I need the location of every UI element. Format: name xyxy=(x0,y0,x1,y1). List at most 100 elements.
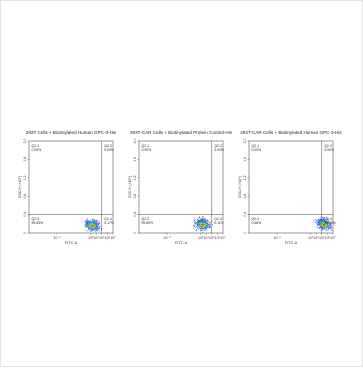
event-dot xyxy=(200,219,202,220)
outlier-dot xyxy=(325,227,327,229)
event-dot xyxy=(84,221,86,223)
outlier-dot xyxy=(89,229,90,231)
outlier-dot xyxy=(324,222,326,223)
event-dot xyxy=(197,222,199,224)
quadrant-percent: 0.00% xyxy=(324,148,334,152)
event-dot xyxy=(317,227,319,228)
outlier-dot xyxy=(88,227,90,229)
event-dot xyxy=(90,228,92,230)
event-dot xyxy=(203,226,205,228)
event-dot xyxy=(196,226,197,228)
event-dot xyxy=(207,220,209,222)
quadrant-percent: 0.58% xyxy=(252,221,262,225)
event-dot xyxy=(198,228,200,230)
event-dot xyxy=(313,221,315,223)
event-dot xyxy=(197,220,199,221)
event-dot xyxy=(206,227,208,229)
event-dot xyxy=(319,227,320,229)
event-dot xyxy=(88,222,90,224)
event-dot xyxy=(93,218,94,220)
event-dot xyxy=(85,222,86,224)
event-dot xyxy=(86,219,88,221)
outlier-dot xyxy=(321,221,322,223)
event-dot xyxy=(207,226,208,228)
event-dot xyxy=(94,223,96,225)
outlier-dot xyxy=(201,229,203,231)
event-dot xyxy=(319,221,320,223)
event-dot xyxy=(207,218,209,220)
event-dot xyxy=(92,228,94,230)
event-dot xyxy=(194,223,196,224)
event-dot xyxy=(90,226,92,228)
quadrant-name: Q2-3 xyxy=(252,217,260,221)
outlier-dot xyxy=(209,224,211,226)
chart-title: 293T-CAR Cells + Biotinylated Human GPC-… xyxy=(240,130,342,135)
event-dot xyxy=(325,222,327,224)
event-dot xyxy=(92,220,94,222)
event-dot xyxy=(86,218,88,219)
event-dot xyxy=(90,227,91,229)
event-dot xyxy=(323,225,325,227)
event-dot xyxy=(93,230,95,231)
quadrant-percent: 0.00% xyxy=(32,148,42,152)
event-dot xyxy=(193,222,195,223)
outlier-dot xyxy=(196,230,197,232)
outlier-dot xyxy=(92,227,93,229)
event-dot xyxy=(206,226,208,228)
outlier-dot xyxy=(202,228,203,229)
event-dot xyxy=(94,219,96,221)
quadrant-percent: 0.00% xyxy=(104,148,114,152)
event-dot xyxy=(94,228,95,230)
event-dot xyxy=(322,226,324,228)
event-dot xyxy=(324,217,326,218)
event-dot xyxy=(97,227,99,229)
event-dot xyxy=(85,219,87,221)
event-dot xyxy=(321,227,323,229)
x-axis-label: FITC-A xyxy=(285,241,298,245)
event-dot xyxy=(93,226,95,228)
event-dot xyxy=(208,227,210,229)
event-dot xyxy=(322,220,324,222)
quadrant-name: Q2-1 xyxy=(32,144,40,148)
event-dot xyxy=(321,219,322,221)
plot-area xyxy=(138,140,224,234)
event-dot xyxy=(93,227,95,228)
event-dot xyxy=(321,223,323,225)
event-dot xyxy=(200,227,202,229)
x-tick-label: 10³ xyxy=(198,236,204,240)
event-dot xyxy=(97,228,99,230)
event-dot xyxy=(194,220,196,221)
event-dot xyxy=(199,222,201,224)
event-dot xyxy=(317,223,319,225)
x-tick-label: 10⁶ xyxy=(325,236,331,240)
event-dot xyxy=(198,227,200,228)
event-dot xyxy=(198,222,200,224)
quadrant-name: Q2-2 xyxy=(214,144,222,148)
event-dot xyxy=(203,222,205,224)
y-axis-label: SSC-H (×10⁶) xyxy=(18,176,22,198)
event-dot xyxy=(204,226,205,228)
event-dot xyxy=(326,230,328,232)
event-dot xyxy=(327,223,328,225)
y-axis-label: SSC-H (×10⁶) xyxy=(128,176,132,198)
event-dot xyxy=(331,227,333,229)
outlier-dot xyxy=(205,223,207,225)
y-tick-label: 0.8 xyxy=(243,194,247,199)
population-dots xyxy=(192,216,213,233)
event-dot xyxy=(89,229,91,231)
event-dot xyxy=(198,226,199,228)
event-dot xyxy=(317,219,319,221)
event-dot xyxy=(318,227,320,228)
event-dot xyxy=(197,218,198,220)
y-tick-label: 1.6 xyxy=(243,157,247,162)
event-dot xyxy=(201,231,203,233)
outlier-dot xyxy=(86,223,88,224)
event-dot xyxy=(325,227,327,228)
quadrant-percent: 99.83% xyxy=(32,221,44,225)
event-dot xyxy=(203,228,205,230)
event-dot xyxy=(320,223,322,225)
event-dot xyxy=(202,230,204,232)
event-dot xyxy=(319,220,321,222)
event-dot xyxy=(200,227,202,228)
